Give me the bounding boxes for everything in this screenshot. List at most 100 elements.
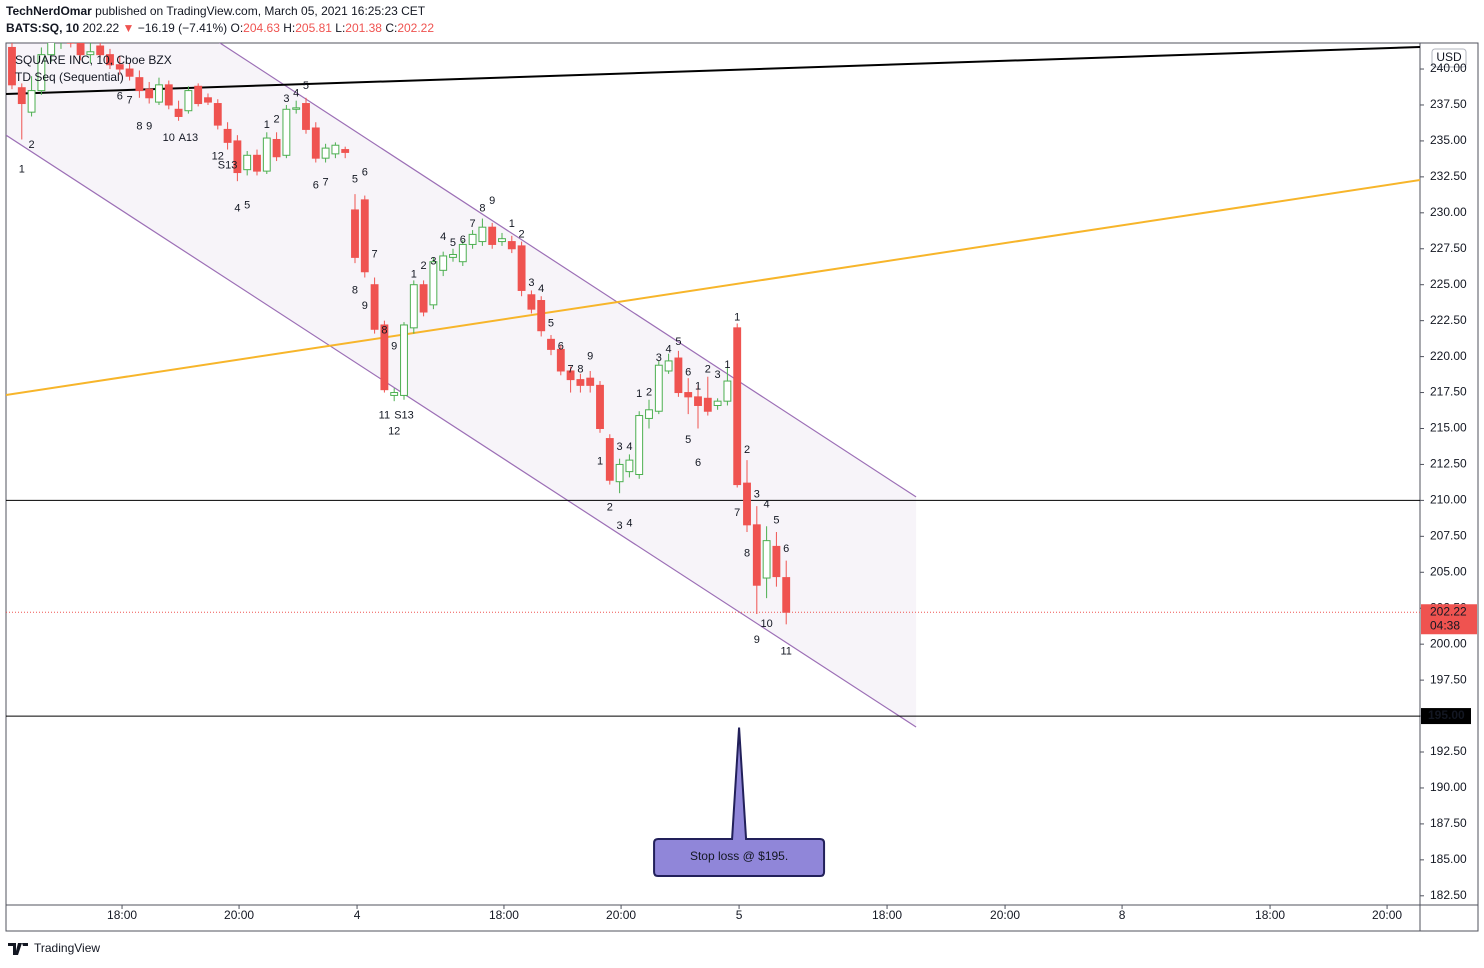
td-count: 1	[19, 164, 25, 176]
td-count: 12	[388, 425, 400, 437]
candle-body	[360, 199, 369, 273]
candle-body	[674, 357, 683, 394]
x-tick-label: 18:00	[872, 908, 902, 922]
candle-body	[145, 88, 154, 99]
candle-body	[723, 380, 732, 402]
y-tick-label: 212.50	[1430, 457, 1467, 471]
candle-body	[135, 77, 144, 92]
candle-body	[625, 459, 634, 473]
y-tick-label: 232.50	[1430, 169, 1467, 183]
candle-body	[694, 396, 702, 406]
candle-body	[321, 147, 330, 159]
candle-body	[174, 108, 183, 117]
td-count: 7	[470, 218, 476, 230]
candle-body	[400, 324, 408, 396]
last-price: 202.22	[82, 21, 119, 35]
candle-body	[204, 97, 212, 103]
td-count: 6	[313, 179, 319, 191]
td-count: 12	[212, 151, 224, 163]
td-count: 7	[734, 507, 740, 519]
h-value: 205.81	[295, 21, 332, 35]
x-tick-label: 18:00	[489, 908, 519, 922]
td-count: 5	[685, 434, 691, 446]
channel-lower	[6, 134, 917, 728]
td-count: 1	[695, 381, 701, 393]
y-tick-label: 192.50	[1430, 744, 1467, 758]
td-count: 8	[744, 547, 750, 559]
l-value: 201.38	[345, 21, 382, 35]
candle-body	[419, 284, 428, 313]
candle-body	[155, 84, 163, 103]
y-tick-label: 197.50	[1430, 672, 1467, 686]
td-count: 2	[607, 501, 613, 513]
td-count: 9	[489, 195, 495, 207]
candle-body	[253, 154, 261, 172]
candle-body	[292, 107, 301, 110]
candle-body	[772, 545, 781, 578]
td-count: 9	[754, 634, 760, 646]
last-price-box	[1421, 604, 1477, 635]
candle-body	[409, 284, 418, 329]
change: −16.19 (−7.41%)	[138, 21, 227, 35]
candle-body	[458, 243, 467, 263]
candle-body	[86, 51, 95, 56]
candle-body	[743, 482, 751, 526]
td-count: 5	[352, 174, 358, 186]
direction: ▼	[123, 21, 135, 35]
td-count: 9	[146, 120, 152, 132]
candle-body	[498, 238, 506, 243]
candle-body	[8, 46, 16, 86]
candle-body	[439, 255, 448, 271]
candle-body	[272, 138, 281, 158]
candle-body	[282, 108, 291, 156]
currency-box	[1431, 48, 1467, 68]
candle-body	[429, 261, 438, 306]
td-count: 7	[372, 248, 378, 260]
candle-body	[507, 241, 516, 250]
candle-body	[645, 409, 653, 419]
candle-body	[380, 324, 389, 391]
y-tick-label: 235.00	[1430, 133, 1467, 147]
candle-body	[713, 400, 722, 406]
y-tick-label: 200.00	[1430, 636, 1467, 650]
td-count: 6	[558, 340, 564, 352]
td-count: 3	[617, 520, 623, 532]
y-tick-label: 182.50	[1430, 888, 1467, 902]
td-count: 5	[450, 237, 456, 249]
td-count: 11	[379, 409, 390, 421]
td-count: 3	[617, 441, 623, 453]
x-tick-label: 20:00	[224, 908, 254, 922]
candle-body	[488, 226, 497, 245]
candle-body	[370, 284, 379, 330]
candle-body	[184, 90, 193, 112]
legend-entry: SQUARE INC, 10, Cboe BZX	[15, 53, 172, 67]
td-count: 5	[773, 514, 779, 526]
candle-body	[566, 370, 575, 381]
x-tick-label: 18:00	[1255, 908, 1285, 922]
td-count: 2	[519, 228, 525, 240]
candle-body	[233, 140, 242, 174]
o-value: 204.63	[243, 21, 280, 35]
td-count: 8	[352, 284, 358, 296]
footer-brand: TradingView	[34, 941, 100, 955]
candle-body	[468, 233, 477, 245]
td-count: 9	[362, 300, 368, 312]
td-count: 7	[127, 95, 133, 107]
td-count: 6	[783, 543, 789, 555]
author: TechNerdOmar	[6, 4, 92, 18]
td-count: 2	[29, 139, 35, 151]
trend-line	[6, 179, 1420, 396]
y-tick-label: 190.00	[1430, 780, 1467, 794]
td-count: 4	[626, 517, 632, 529]
trend-line	[6, 46, 1420, 96]
candle-body	[125, 68, 134, 77]
candle-body	[27, 90, 36, 113]
td-count: 2	[744, 444, 750, 456]
td-count: 4	[293, 87, 299, 99]
candle-body	[478, 226, 487, 243]
td-count: 10	[760, 618, 772, 630]
candle-body	[302, 103, 310, 130]
td-count: 1	[264, 119, 270, 131]
td-count: 4	[538, 283, 544, 295]
candle-body	[537, 300, 546, 332]
